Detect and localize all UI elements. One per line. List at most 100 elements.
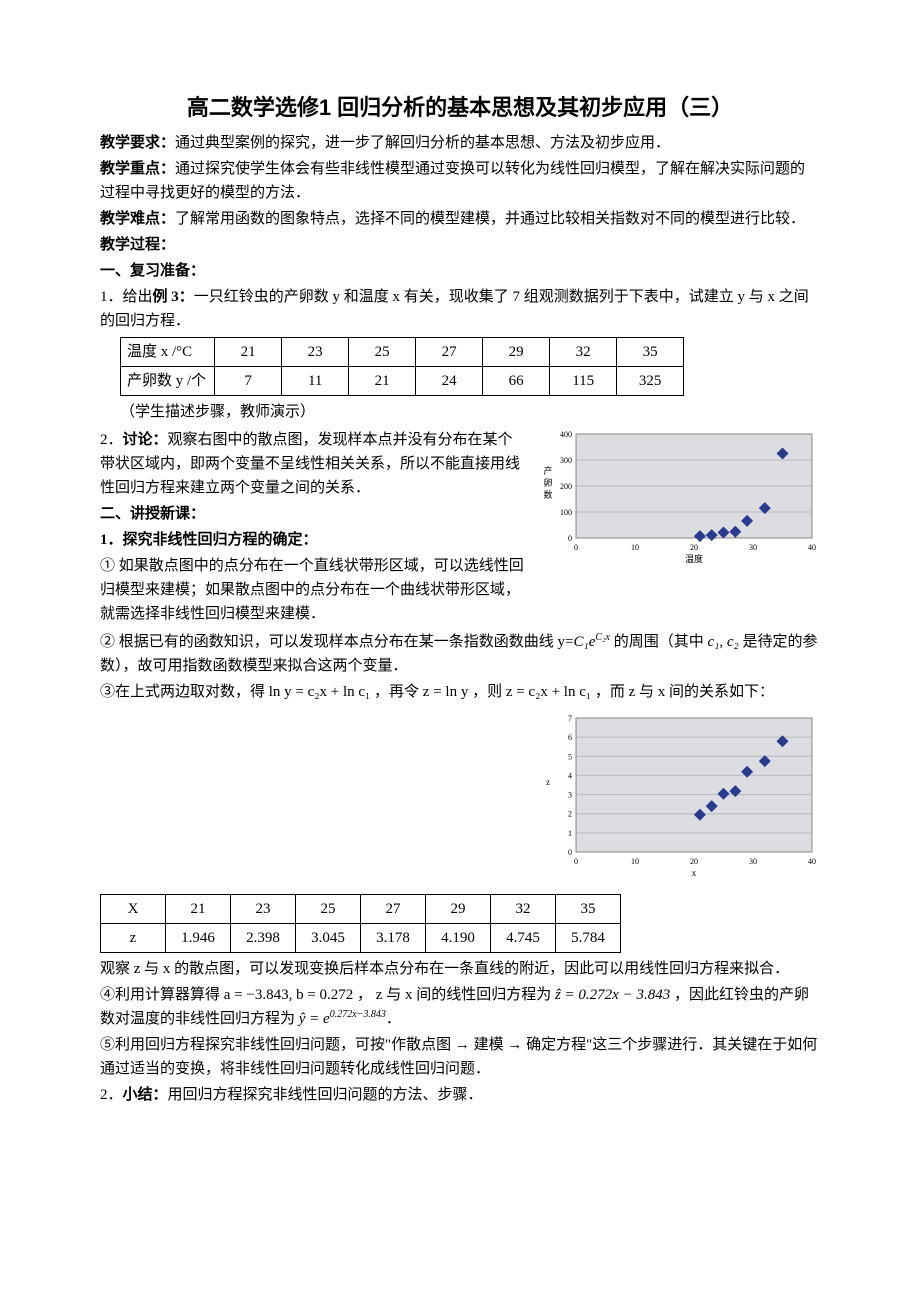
svg-text:200: 200 xyxy=(560,482,572,491)
table-cell: 29 xyxy=(426,895,491,924)
table-cell: 21 xyxy=(166,895,231,924)
student-note: （学生描述步骤，教师演示） xyxy=(120,400,820,424)
svg-text:温度: 温度 xyxy=(685,553,703,564)
observe: 观察 z 与 x 的散点图，可以发现变换后样本点分布在一条直线的附近，因此可以用… xyxy=(100,957,820,981)
table-header: X xyxy=(101,895,166,924)
table-cell: 29 xyxy=(483,338,550,367)
table-cell: 4.190 xyxy=(426,924,491,953)
curve-formula: C₁eC₂x xyxy=(573,634,610,650)
svg-text:x: x xyxy=(692,868,697,878)
svg-text:2: 2 xyxy=(568,810,572,819)
requirement-label: 教学要求： xyxy=(100,135,175,151)
svg-text:0: 0 xyxy=(574,543,578,552)
para-5: ⑤利用回归方程探究非线性回归问题，可按"作散点图 → 建模 → 确定方程"这三个… xyxy=(100,1033,820,1081)
svg-text:0: 0 xyxy=(568,848,572,857)
summary-lead: 2． xyxy=(100,1087,123,1103)
table-header: z xyxy=(101,924,166,953)
table-cell: 4.745 xyxy=(491,924,556,953)
zhat: ẑ = 0.272x − 3.843 xyxy=(555,987,670,1003)
svg-text:卵: 卵 xyxy=(543,478,552,488)
c1: C₁ xyxy=(573,634,588,650)
para-4: ④利用计算器算得 a = −3.843, b = 0.272 ， z 与 x 间… xyxy=(100,983,820,1031)
table-cell: 35 xyxy=(617,338,684,367)
table-cell: 25 xyxy=(296,895,361,924)
svg-text:6: 6 xyxy=(568,733,572,742)
table-cell: 2.398 xyxy=(231,924,296,953)
newlesson-heading: 二、讲授新课： xyxy=(100,502,524,526)
p4-a: ④利用计算器算得 a = −3.843, b = 0.272 ， z 与 x 间… xyxy=(100,987,555,1003)
table-row: X 21 23 25 27 29 32 35 xyxy=(101,895,621,924)
table-1: 温度 x /°C 21 23 25 27 29 32 35 产卵数 y /个 7… xyxy=(120,337,684,396)
table-cell: 7 xyxy=(215,367,282,396)
summary-bold: 小结： xyxy=(123,1087,168,1103)
page-title: 高二数学选修1 回归分析的基本思想及其初步应用（三） xyxy=(100,90,820,125)
summary-line: 2．小结：用回归方程探究非线性回归问题的方法、步骤． xyxy=(100,1083,820,1107)
svg-text:1: 1 xyxy=(568,829,572,838)
table-cell: 27 xyxy=(361,895,426,924)
svg-text:3: 3 xyxy=(568,791,572,800)
summary-body: 用回归方程探究非线性回归问题的方法、步骤． xyxy=(168,1087,483,1103)
svg-text:0: 0 xyxy=(574,857,578,866)
p2-b: 的周围（其中 xyxy=(610,634,708,650)
svg-text:10: 10 xyxy=(631,543,639,552)
svg-text:30: 30 xyxy=(749,857,757,866)
para-2: ② 根据已有的函数知识，可以发现样本点分布在某一条指数函数曲线 y=C₁eC₂x… xyxy=(100,630,820,678)
requirement-text: 通过典型案例的探究，进一步了解回归分析的基本思想、方法及初步应用． xyxy=(175,135,670,151)
svg-text:产: 产 xyxy=(543,465,552,476)
table-cell: 1.946 xyxy=(166,924,231,953)
discuss-lead: 2． xyxy=(100,432,123,448)
svg-text:400: 400 xyxy=(560,430,572,439)
svg-text:数: 数 xyxy=(543,489,552,500)
table-cell: 11 xyxy=(282,367,349,396)
table-row: 温度 x /°C 21 23 25 27 29 32 35 xyxy=(121,338,684,367)
table-cell: 325 xyxy=(617,367,684,396)
section1-heading: 1．探究非线性回归方程的确定： xyxy=(100,528,524,552)
process-label: 教学过程： xyxy=(100,233,820,257)
ex3-bold: 例 3： xyxy=(153,289,194,305)
table-cell: 23 xyxy=(231,895,296,924)
svg-text:40: 40 xyxy=(808,543,816,552)
svg-text:300: 300 xyxy=(560,456,572,465)
yhat-exp: 0.272x−3.843 xyxy=(330,1009,386,1020)
table-cell: 3.045 xyxy=(296,924,361,953)
yhat-base: ŷ = e xyxy=(299,1011,330,1027)
ex3-lead: 1．给出 xyxy=(100,289,153,305)
table-header: 温度 x /°C xyxy=(121,338,215,367)
yhat: ŷ = e0.272x−3.843 xyxy=(299,1011,386,1027)
focus-label: 教学重点： xyxy=(100,161,175,177)
table-row: 产卵数 y /个 7 11 21 24 66 115 325 xyxy=(121,367,684,396)
svg-text:40: 40 xyxy=(808,857,816,866)
difficulty-label: 教学难点： xyxy=(100,211,175,227)
svg-text:20: 20 xyxy=(690,857,698,866)
svg-text:5: 5 xyxy=(568,752,572,761)
table-cell: 23 xyxy=(282,338,349,367)
table-cell: 21 xyxy=(215,338,282,367)
table-cell: 24 xyxy=(416,367,483,396)
scatter-chart-1: 0100200300400010203040温度产卵数 xyxy=(540,426,820,574)
c1c2: c₁, c₂ xyxy=(707,634,738,650)
table-cell: 25 xyxy=(349,338,416,367)
table-cell: 21 xyxy=(349,367,416,396)
table-cell: 5.784 xyxy=(556,924,621,953)
table-header: 产卵数 y /个 xyxy=(121,367,215,396)
focus-text: 通过探究使学生体会有些非线性模型通过变换可以转化为线性回归模型，了解在解决实际问… xyxy=(100,161,805,201)
para-3: ③在上式两边取对数，得 ln y = c₂x + ln c₁ ，再令 z = l… xyxy=(100,680,820,704)
table-cell: 27 xyxy=(416,338,483,367)
svg-text:7: 7 xyxy=(568,714,572,723)
table-cell: 66 xyxy=(483,367,550,396)
p4-c: ． xyxy=(386,1011,401,1027)
difficulty-text: 了解常用函数的图象特点，选择不同的模型建模，并通过比较相关指数对不同的模型进行比… xyxy=(175,211,805,227)
svg-text:20: 20 xyxy=(690,543,698,552)
scatter-chart-2: 01234567010203040xz xyxy=(540,710,820,888)
svg-text:10: 10 xyxy=(631,857,639,866)
table-cell: 32 xyxy=(491,895,556,924)
svg-text:0: 0 xyxy=(568,534,572,543)
table-cell: 32 xyxy=(550,338,617,367)
ex3-body: 一只红铃虫的产卵数 y 和温度 x 有关，现收集了 7 组观测数据列于下表中，试… xyxy=(100,289,809,329)
discuss-bold: 讨论： xyxy=(123,432,168,448)
table-cell: 35 xyxy=(556,895,621,924)
table-cell: 115 xyxy=(550,367,617,396)
discuss-line: 2．讨论：观察右图中的散点图，发现样本点并没有分布在某个带状区域内，即两个变量不… xyxy=(100,428,524,500)
review-heading: 一、复习准备： xyxy=(100,259,820,283)
table-cell: 3.178 xyxy=(361,924,426,953)
